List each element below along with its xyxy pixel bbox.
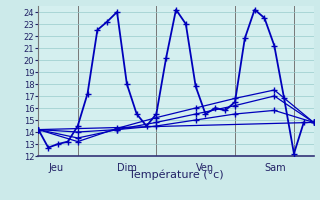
X-axis label: Température (°c): Température (°c) — [129, 170, 223, 180]
Text: Ven: Ven — [196, 163, 214, 173]
Text: Sam: Sam — [264, 163, 286, 173]
Text: Dim: Dim — [117, 163, 137, 173]
Text: Jeu: Jeu — [48, 163, 63, 173]
